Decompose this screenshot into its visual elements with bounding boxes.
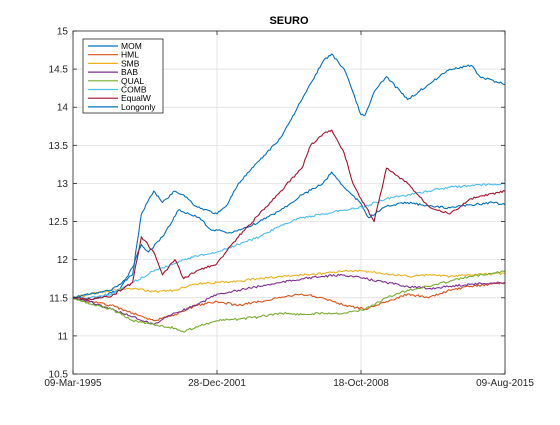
x-tick-label: 09-Mar-1995 <box>44 378 102 389</box>
y-tick-label: 12.5 <box>49 217 69 228</box>
legend-label-longonly: Longonly <box>121 102 156 112</box>
chart-title: SEURO <box>269 15 309 27</box>
y-tick-label: 14.5 <box>49 65 69 76</box>
x-tick-label: 18-Oct-2008 <box>333 378 389 389</box>
x-tick-label: 28-Dec-2001 <box>188 378 246 389</box>
y-tick-label: 13.5 <box>49 141 69 152</box>
y-tick-label: 14 <box>57 103 69 114</box>
y-tick-label: 11 <box>58 331 69 342</box>
y-tick-label: 11.5 <box>49 293 68 304</box>
y-tick-label: 12 <box>57 255 69 266</box>
y-tick-label: 13 <box>57 179 69 190</box>
y-tick-label: 15 <box>57 27 69 38</box>
x-tick-label: 09-Aug-2015 <box>476 378 534 389</box>
